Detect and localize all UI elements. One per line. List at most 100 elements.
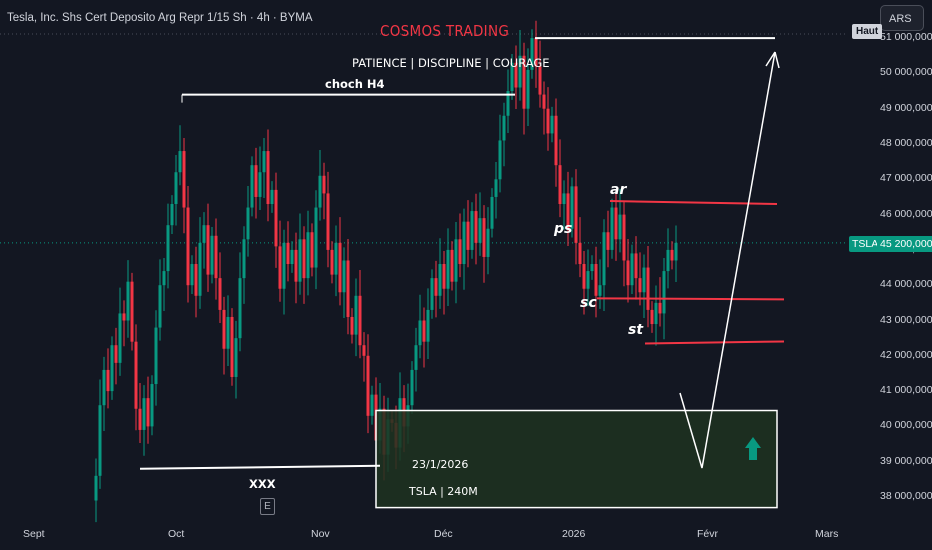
candle bbox=[434, 260, 438, 318]
symbol-title: Tesla, Inc. Shs Cert Deposito Arg Repr 1… bbox=[7, 12, 313, 24]
candle bbox=[294, 232, 298, 304]
candle bbox=[214, 218, 218, 300]
candle-body bbox=[142, 398, 146, 430]
candle-body bbox=[354, 295, 358, 335]
candle-body bbox=[106, 369, 110, 392]
candle-body bbox=[166, 225, 170, 272]
candle-body bbox=[290, 249, 294, 265]
candle-body bbox=[434, 278, 438, 296]
candle bbox=[538, 40, 542, 108]
price-tick-label: 43 000,000 bbox=[880, 313, 932, 326]
candle bbox=[426, 288, 430, 359]
candle-body bbox=[494, 179, 498, 197]
candle bbox=[130, 272, 134, 351]
candle bbox=[642, 254, 646, 319]
candle bbox=[478, 192, 482, 256]
candle-body bbox=[218, 278, 222, 310]
candle bbox=[646, 246, 650, 328]
candle-body bbox=[198, 242, 202, 296]
candle bbox=[674, 225, 678, 283]
candle-body bbox=[250, 165, 254, 208]
candle-body bbox=[206, 225, 210, 275]
candle bbox=[466, 200, 470, 268]
candle bbox=[118, 287, 122, 376]
zone-info-label: TSLA | 240M bbox=[409, 485, 478, 498]
price-tick-label: 49 000,000 bbox=[880, 101, 932, 114]
candle bbox=[158, 259, 162, 341]
candle-body bbox=[314, 207, 318, 268]
candle bbox=[102, 356, 106, 431]
candle bbox=[322, 162, 326, 220]
candle-body bbox=[222, 309, 226, 349]
candle bbox=[282, 229, 286, 315]
candle-body bbox=[490, 196, 494, 229]
candle-body bbox=[614, 207, 618, 240]
last-price-tag: 45 200,000 bbox=[877, 236, 932, 252]
candle bbox=[238, 252, 242, 352]
candle bbox=[622, 201, 626, 287]
candle-body bbox=[346, 260, 350, 317]
candle bbox=[634, 236, 638, 300]
candle-body bbox=[174, 172, 178, 205]
candle-body bbox=[254, 165, 258, 197]
candle-body bbox=[258, 172, 262, 197]
candle-body bbox=[650, 309, 654, 325]
candle bbox=[546, 87, 550, 151]
candle bbox=[166, 203, 170, 289]
candle-body bbox=[578, 242, 582, 265]
price-tick-label: 42 000,000 bbox=[880, 348, 932, 361]
candle bbox=[310, 223, 314, 277]
candle bbox=[150, 375, 154, 436]
candle-body bbox=[514, 62, 518, 88]
candle-body bbox=[606, 232, 610, 250]
candle bbox=[578, 217, 582, 278]
candle-body bbox=[610, 207, 614, 250]
price-tick-label: 39 000,000 bbox=[880, 454, 932, 467]
time-tick-label: Févr bbox=[697, 528, 718, 540]
candle-body bbox=[122, 313, 126, 321]
candle-body bbox=[538, 66, 542, 95]
candle bbox=[618, 188, 622, 253]
candle bbox=[502, 102, 506, 167]
candle bbox=[574, 169, 578, 265]
candle-body bbox=[554, 115, 558, 166]
candle bbox=[494, 162, 498, 219]
candle bbox=[526, 48, 530, 126]
candle-body bbox=[318, 175, 322, 208]
event-badge-icon[interactable]: E bbox=[260, 498, 275, 515]
candle bbox=[190, 255, 194, 295]
candle-body bbox=[630, 253, 634, 286]
candle-body bbox=[586, 271, 590, 289]
time-tick-label: Oct bbox=[168, 528, 185, 540]
candle-body bbox=[102, 369, 106, 406]
candle-body bbox=[502, 115, 506, 141]
candle bbox=[366, 334, 370, 434]
currency-button[interactable]: ARS bbox=[880, 5, 924, 31]
drawings-layer bbox=[139, 37, 785, 509]
candle-body bbox=[622, 214, 626, 261]
candle-body bbox=[358, 295, 362, 346]
candle bbox=[362, 332, 366, 382]
candle-body bbox=[646, 267, 650, 310]
candle bbox=[194, 246, 198, 318]
time-tick-label: Sept bbox=[23, 528, 45, 540]
candle-body bbox=[298, 239, 302, 282]
candle bbox=[354, 278, 358, 357]
candle bbox=[202, 212, 206, 269]
candle-body bbox=[170, 204, 174, 226]
candle bbox=[498, 114, 502, 193]
candle bbox=[658, 277, 662, 327]
candle bbox=[234, 320, 238, 399]
sc-label: sc bbox=[580, 295, 597, 311]
candle-body bbox=[674, 242, 678, 261]
candle bbox=[654, 285, 658, 346]
ar-line bbox=[609, 200, 778, 206]
candle bbox=[98, 379, 102, 489]
candle bbox=[338, 217, 342, 306]
candle bbox=[254, 147, 258, 219]
candle bbox=[422, 307, 426, 368]
candle bbox=[226, 295, 230, 367]
candle bbox=[242, 226, 246, 304]
